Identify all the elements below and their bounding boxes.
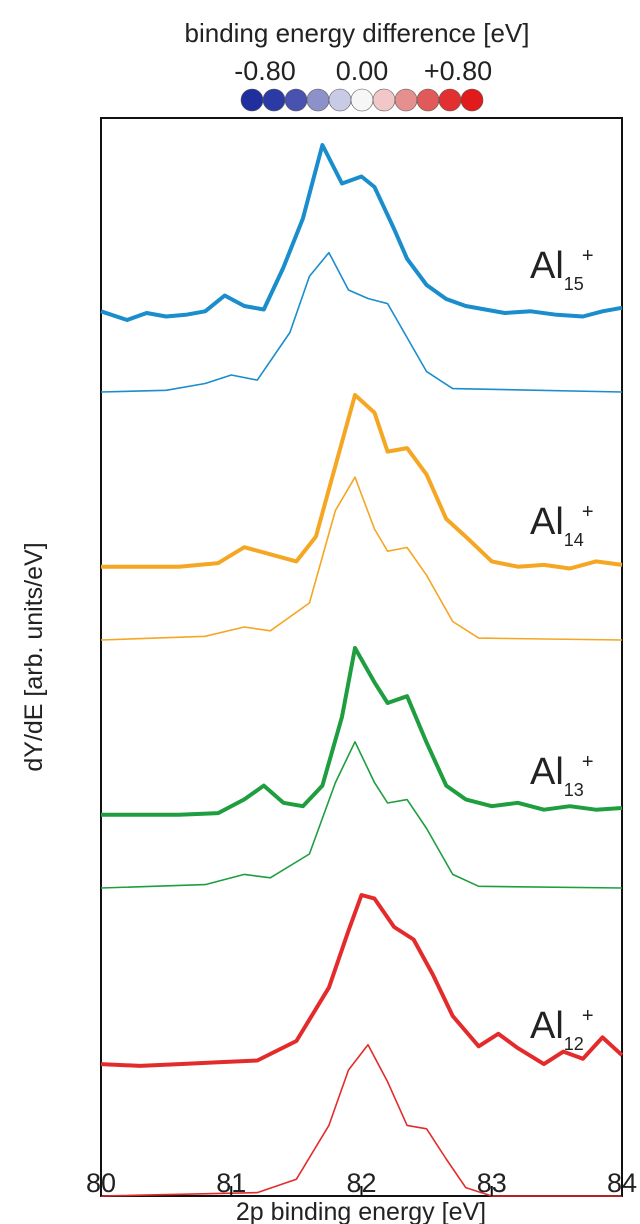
- theory-curve: [100, 251, 623, 393]
- series-label: Al12+: [530, 1005, 594, 1054]
- x-axis-label: 2p binding energy [eV]: [236, 1198, 486, 1224]
- series-label: Al13+: [530, 751, 594, 800]
- spectrum-panel: Al14+: [100, 393, 623, 641]
- colorbar-tick-max: +0.80: [424, 56, 492, 86]
- theory-curve: [100, 476, 623, 641]
- colorbar-tick-zero: 0.00: [336, 56, 389, 86]
- colorbar-ball: [240, 88, 264, 112]
- colorbar-ball: [328, 88, 352, 112]
- y-axis-label: dY/dE [arb. units/eV]: [20, 542, 48, 771]
- experiment-curve: [101, 646, 623, 817]
- colorbar-ball: [460, 88, 484, 112]
- theory-curve: [100, 741, 623, 889]
- spectrum-panel: Al15+: [100, 143, 623, 393]
- x-tick-label: 80: [86, 1168, 116, 1198]
- x-tick-label: 81: [216, 1168, 246, 1198]
- colorbar-ball: [284, 88, 308, 112]
- spectra-panels: Al15+ Al14+ Al13+ Al12+: [100, 143, 624, 1197]
- colorbar-ball: [394, 88, 418, 112]
- spectrum-panel: Al13+: [100, 646, 623, 889]
- colorbar-ball: [306, 88, 330, 112]
- experiment-curve: [100, 143, 623, 322]
- colorbar-ball: [262, 88, 286, 112]
- x-tick-label: 84: [607, 1168, 637, 1198]
- series-label: Al15+: [530, 245, 594, 294]
- colorbar-ball: [372, 88, 396, 112]
- colorbar-title: binding energy difference [eV]: [185, 18, 530, 48]
- x-tick-label: 83: [477, 1168, 507, 1198]
- experiment-curve: [100, 893, 624, 1068]
- colorbar-ball: [438, 88, 462, 112]
- colorbar-ball: [416, 88, 440, 112]
- x-axis-ticks: 80 81 82 83 84: [86, 1168, 637, 1198]
- theory-curve: [100, 1044, 622, 1197]
- colorbar-tick-min: -0.80: [234, 56, 296, 86]
- experiment-curve: [101, 393, 623, 571]
- spectrum-panel: Al12+: [100, 893, 624, 1197]
- series-label: Al14+: [530, 501, 594, 550]
- colorbar-scale: [240, 88, 484, 112]
- x-tick-label: 82: [346, 1168, 376, 1198]
- colorbar-ball: [350, 88, 374, 112]
